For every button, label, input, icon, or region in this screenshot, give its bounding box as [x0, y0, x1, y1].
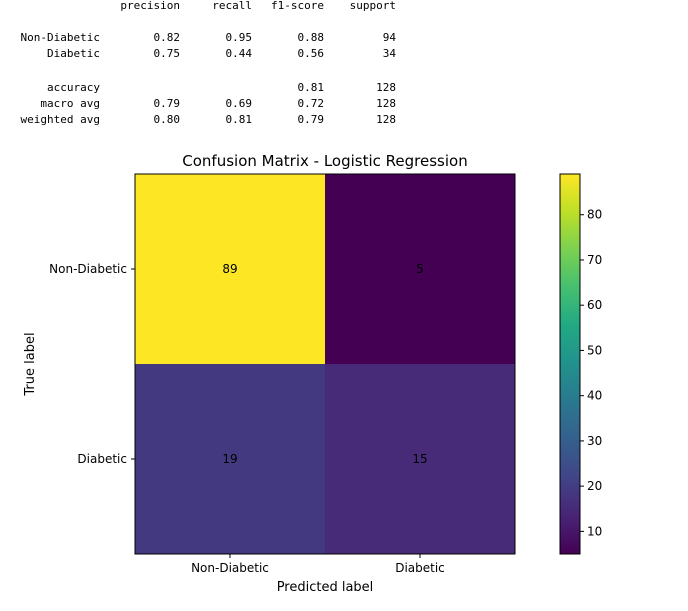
report-cell-support: 94 — [383, 31, 397, 44]
y-axis-ticks: Non-Diabetic Diabetic — [49, 262, 135, 466]
heatmap-cell — [135, 364, 325, 554]
colorbar-tick-label: 30 — [587, 434, 602, 448]
report-cell-support: 128 — [376, 81, 396, 94]
colorbar — [559, 173, 581, 555]
heatmap-cell — [135, 174, 325, 364]
report-row-label: Diabetic — [47, 47, 100, 60]
report-cell-support: 128 — [376, 113, 396, 126]
report-cell-precision: 0.80 — [154, 113, 181, 126]
colorbar-tick-label: 80 — [587, 208, 602, 222]
heatmap-cell — [325, 174, 515, 364]
cell-value-label: 89 — [222, 262, 237, 276]
y-tick-label: Diabetic — [77, 452, 127, 466]
report-header-f1-score: f1-score — [271, 0, 324, 12]
report-row-label: macro avg — [40, 97, 100, 110]
report-cell-support: 34 — [383, 47, 397, 60]
report-cell-f1: 0.81 — [298, 81, 325, 94]
heatmap-cell — [325, 364, 515, 554]
cell-value-label: 19 — [222, 452, 237, 466]
report-cell-precision: 0.82 — [154, 31, 181, 44]
x-axis-label: Predicted label — [277, 580, 374, 595]
report-row-label: Non-Diabetic — [21, 31, 100, 44]
report-cell-support: 128 — [376, 97, 396, 110]
report-cell-recall: 0.44 — [226, 47, 253, 60]
report-cell-f1: 0.56 — [298, 47, 325, 60]
report-cell-precision: 0.79 — [154, 97, 181, 110]
x-axis-ticks: Non-Diabetic Diabetic — [191, 554, 445, 575]
colorbar-tick-label: 70 — [587, 253, 602, 267]
colorbar-tick-label: 50 — [587, 343, 602, 357]
report-cell-recall: 0.81 — [226, 113, 253, 126]
report-cell-precision: 0.75 — [154, 47, 181, 60]
report-cell-recall: 0.69 — [226, 97, 253, 110]
report-cell-recall: 0.95 — [226, 31, 253, 44]
chart-title: Confusion Matrix - Logistic Regression — [182, 152, 467, 170]
report-row-label: weighted avg — [21, 113, 100, 126]
report-cell-f1: 0.79 — [298, 113, 325, 126]
x-tick-label: Non-Diabetic — [191, 561, 269, 575]
x-tick-label: Diabetic — [395, 561, 445, 575]
report-header-precision: precision — [120, 0, 180, 12]
heatmap-cells: 89 5 19 15 — [135, 174, 515, 554]
cell-value-label: 15 — [412, 452, 427, 466]
y-tick-label: Non-Diabetic — [49, 262, 127, 276]
confusion-matrix-figure: Confusion Matrix - Logistic Regression 8… — [23, 152, 602, 595]
classification-report: precision recall f1-score support Non-Diabet… — [21, 0, 397, 126]
report-cell-f1: 0.72 — [298, 97, 325, 110]
colorbar-tick-label: 60 — [587, 298, 602, 312]
report-header-support: support — [350, 0, 396, 12]
report-cell-f1: 0.88 — [298, 31, 325, 44]
colorbar-tick-label: 40 — [587, 389, 602, 403]
colorbar-tick-label: 20 — [587, 479, 602, 493]
plot-frame — [134, 173, 516, 555]
report-header-recall: recall — [212, 0, 252, 12]
colorbar-tick-label: 10 — [587, 524, 602, 538]
colorbar-ticks: 10 20 30 40 50 60 70 80 — [580, 208, 602, 538]
y-axis-label: True label — [23, 332, 38, 396]
report-row-label: accuracy — [47, 81, 100, 94]
cell-value-label: 5 — [416, 262, 424, 276]
